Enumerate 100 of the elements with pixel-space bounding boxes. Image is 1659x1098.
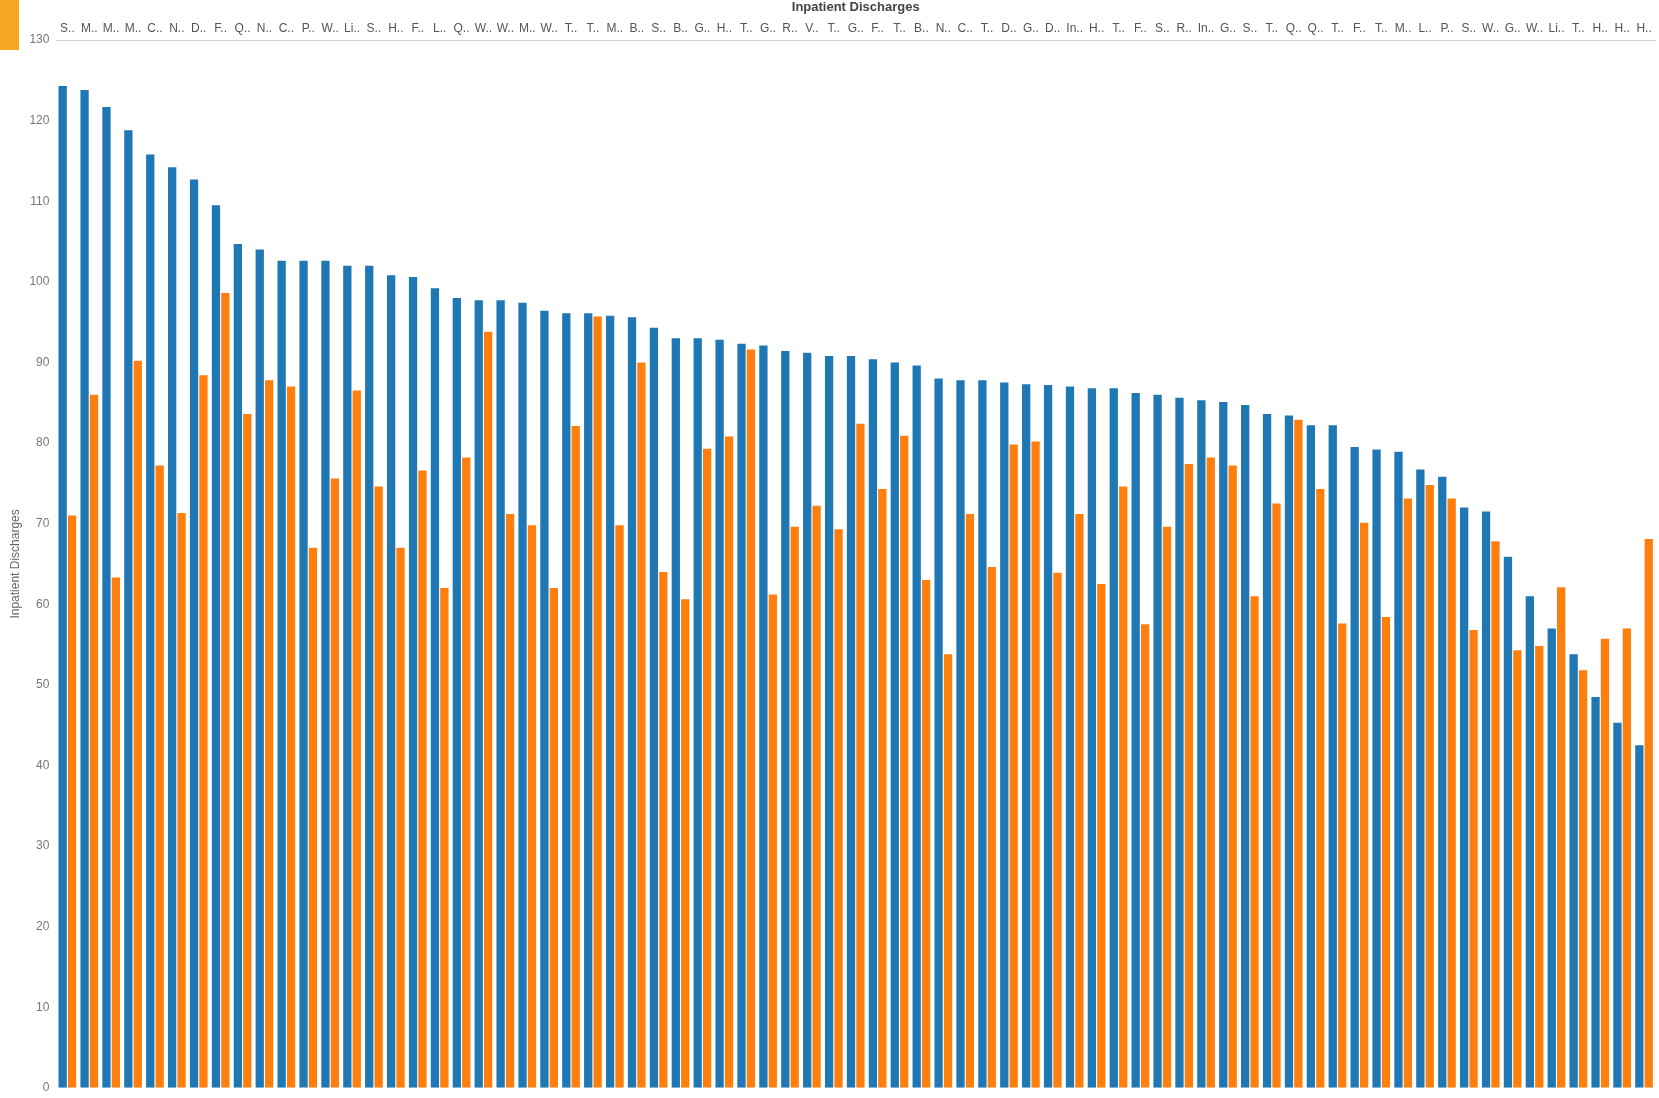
x-tick-label: G.. <box>847 21 864 36</box>
x-tick-label: R.. <box>1176 21 1192 36</box>
x-tick-label: M.. <box>606 21 624 36</box>
x-tick-label: S.. <box>1242 21 1258 36</box>
x-tick-label: T.. <box>1112 21 1125 36</box>
bar <box>1140 624 1150 1088</box>
bar <box>824 355 834 1088</box>
x-tick-label: F.. <box>214 21 227 36</box>
x-tick-label: T.. <box>980 21 994 36</box>
bar <box>724 436 734 1088</box>
x-tick-label: Q.. <box>1285 21 1302 36</box>
x-axis-title: Inpatient Discharges <box>791 0 920 15</box>
bar <box>768 594 777 1088</box>
bar <box>211 205 221 1088</box>
bar <box>1460 507 1469 1088</box>
y-tick-label: 20 <box>36 918 50 933</box>
bar <box>484 331 493 1088</box>
bar <box>146 154 155 1088</box>
bar <box>1306 425 1316 1088</box>
bar <box>956 380 965 1088</box>
x-tick-label: N.. <box>169 21 185 36</box>
bar <box>659 571 668 1088</box>
bar <box>1481 511 1491 1088</box>
bar <box>1503 556 1513 1088</box>
x-tick-label: Li.. <box>344 21 361 36</box>
x-tick-label: B.. <box>673 21 688 36</box>
bar <box>1469 629 1478 1088</box>
bar <box>352 390 361 1088</box>
bar <box>1613 722 1622 1088</box>
y-tick-label: 0 <box>42 1080 50 1095</box>
y-tick-label: 110 <box>30 193 50 208</box>
bar <box>1569 654 1578 1088</box>
bar <box>155 465 164 1088</box>
bar <box>1272 503 1281 1088</box>
bar <box>562 313 571 1088</box>
bar <box>299 260 308 1088</box>
bar <box>1031 441 1040 1088</box>
bar <box>133 360 142 1088</box>
x-tick-label: N.. <box>256 21 273 36</box>
x-tick-label: M.. <box>124 21 142 36</box>
bar <box>846 355 856 1088</box>
x-tick-label: W.. <box>1482 21 1500 36</box>
x-tick-label: T.. <box>564 21 578 36</box>
bar <box>1535 646 1544 1088</box>
y-tick-label: 90 <box>36 354 50 369</box>
bar <box>549 588 558 1088</box>
bar <box>1578 670 1588 1088</box>
x-tick-label: In.. <box>1066 21 1084 36</box>
bar <box>715 339 724 1088</box>
bar <box>1022 384 1031 1088</box>
bar <box>440 588 449 1088</box>
bar <box>1600 638 1610 1088</box>
bar <box>671 338 680 1088</box>
bar <box>1043 384 1053 1088</box>
x-tick-label: H.. <box>1088 21 1105 36</box>
x-tick-label: H.. <box>1636 21 1652 36</box>
bar <box>812 505 821 1088</box>
bar <box>1372 449 1381 1088</box>
x-tick-label: H.. <box>1614 21 1630 36</box>
x-tick-label: T.. <box>1331 21 1344 36</box>
x-tick-label: B.. <box>914 21 929 36</box>
x-tick-label: G.. <box>1022 21 1039 36</box>
bar <box>759 345 768 1088</box>
bar <box>396 547 405 1088</box>
bar <box>1197 400 1206 1088</box>
x-tick-label: C.. <box>147 21 163 36</box>
x-tick-label: M.. <box>102 21 120 36</box>
bar <box>243 413 252 1088</box>
bar <box>462 457 471 1088</box>
x-tick-label: W.. <box>474 21 493 36</box>
x-tick-label: H.. <box>716 21 732 36</box>
x-tick-label: M.. <box>80 21 98 36</box>
bar <box>286 386 296 1088</box>
x-tick-label: S.. <box>651 21 666 36</box>
bar <box>408 276 418 1088</box>
x-tick-label: F.. <box>871 21 884 36</box>
bar <box>912 365 921 1088</box>
bar <box>255 249 264 1088</box>
bar <box>1131 393 1140 1088</box>
x-tick-label: L.. <box>432 21 447 36</box>
bar <box>365 265 374 1088</box>
x-tick-label: F.. <box>1134 21 1147 36</box>
bar <box>637 362 646 1088</box>
bar <box>965 513 975 1088</box>
bar <box>1425 484 1434 1088</box>
x-tick-label: T.. <box>1572 21 1585 36</box>
x-tick-label: H.. <box>388 21 404 36</box>
bar <box>308 547 318 1088</box>
bar <box>790 526 799 1088</box>
x-tick-label: W.. <box>1525 21 1544 36</box>
x-tick-label: P.. <box>1440 21 1454 36</box>
bar <box>593 316 602 1088</box>
x-tick-label: Li.. <box>1548 21 1565 36</box>
x-tick-label: W.. <box>496 21 515 36</box>
bar <box>834 529 843 1088</box>
bar <box>934 378 943 1088</box>
x-tick-label: G.. <box>760 21 777 36</box>
bar <box>681 599 690 1088</box>
bar <box>1513 650 1522 1088</box>
bar <box>1359 522 1369 1088</box>
